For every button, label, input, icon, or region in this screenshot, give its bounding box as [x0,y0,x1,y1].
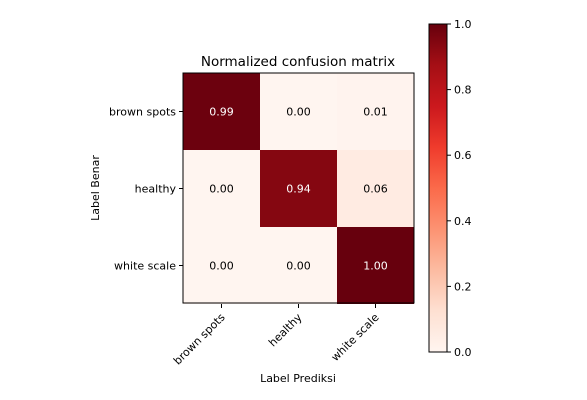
colorbar-tick-label: 0.2 [454,280,472,293]
chart-title: Normalized confusion matrix [201,54,395,70]
y-tick-label: healthy [135,183,177,196]
heatmap-cell [183,227,260,304]
x-axis-ticks: brown spots healthy white scale [171,304,382,367]
heatmap-cell [337,73,414,150]
cell-value-label: 0.99 [209,106,234,119]
cell-value-label: 0.00 [286,106,311,119]
colorbar-tick-label: 0.8 [454,84,472,97]
heatmap-cell [337,150,414,227]
cell-value-label: 0.94 [286,183,311,196]
y-axis-ticks: brown spots healthy white scale [109,106,183,273]
cell-value-label: 0.00 [209,260,234,273]
colorbar-tick-label: 1.0 [454,18,472,31]
colorbar-tick-label: 0.0 [454,346,472,359]
cell-value-label: 1.00 [363,260,388,273]
y-tick-label: white scale [114,260,176,273]
cell-value-label: 0.00 [286,260,311,273]
colorbar [428,23,448,353]
x-tick-label: brown spots [171,311,228,368]
x-tick-label: healthy [266,311,305,350]
heatmap-cell [183,73,260,150]
cell-value-label: 0.01 [363,106,388,119]
y-tick-label: brown spots [109,106,176,119]
heatmap-cell [260,227,337,304]
x-axis-label: Label Prediksi [260,372,336,385]
colorbar-ticks: 0.0 0.2 0.4 0.6 0.8 1.0 [447,18,472,359]
cell-value-label: 0.00 [209,183,234,196]
heatmap-cell [260,150,337,227]
heatmap-cell [260,73,337,150]
heatmap-cell [337,227,414,304]
heatmap-cell [183,150,260,227]
x-tick-label: white scale [329,311,382,364]
y-axis-label: Label Benar [89,155,102,221]
colorbar-tick-label: 0.4 [454,215,472,228]
colorbar-tick-label: 0.6 [454,149,472,162]
heatmap-cells: 0.99 0.00 0.01 0.00 0.94 0.06 0.00 0.00 1.00 [183,73,414,304]
cell-value-label: 0.06 [363,183,388,196]
